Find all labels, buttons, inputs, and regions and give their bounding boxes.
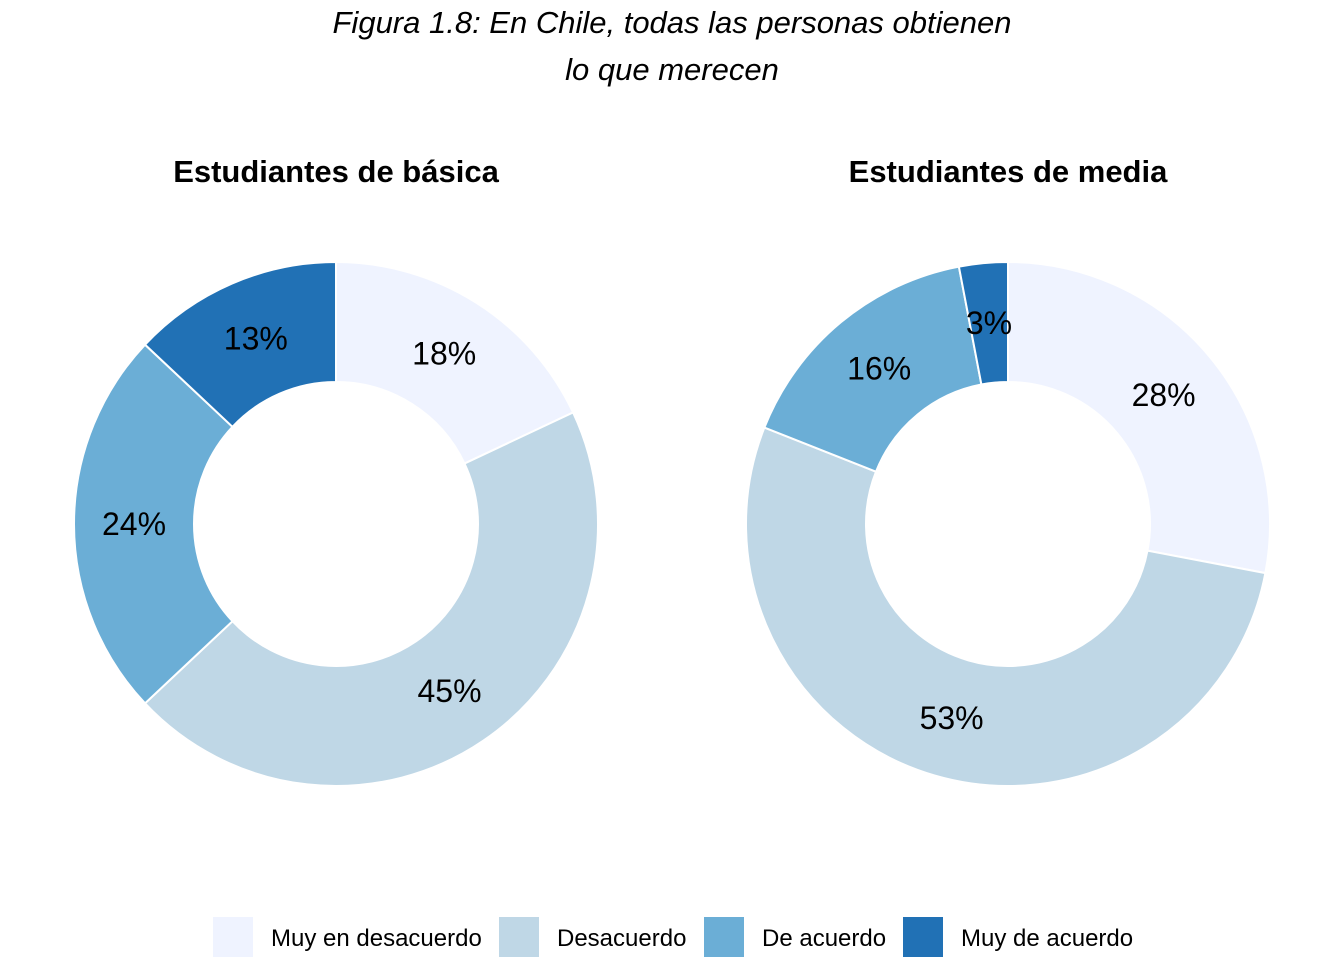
legend-key-desacuerdo [499,917,539,957]
legend-key-muy-de-acuerdo [903,917,943,957]
donut-slice-desacuerdo [745,426,1267,787]
slice-label-de-acuerdo: 24% [102,506,166,542]
slice-label-desacuerdo: 45% [417,673,481,709]
legend-label-de-acuerdo: De acuerdo [762,925,886,952]
donut-chart-basica: Estudiantes de básica 18% 45% 24% 13% [73,154,599,787]
donut-slice-muy-de-acuerdo [957,260,1009,386]
slice-label-muy-en-desacuerdo: 28% [1132,377,1196,413]
slice-label-de-acuerdo: 16% [847,350,911,386]
donut-slice-muy-en-desacuerdo [335,260,575,465]
donut-slices-basica [73,260,599,787]
legend-label-desacuerdo: Desacuerdo [557,925,686,952]
slice-label-muy-en-desacuerdo: 18% [412,335,476,371]
figure-title-line-2: lo que merecen [565,52,779,87]
donut-slice-de-acuerdo [763,265,983,474]
legend: Muy en desacuerdo Desacuerdo De acuerdo … [213,917,1133,957]
donut-slice-muy-en-desacuerdo [1007,260,1271,575]
donut-labels-basica: 18% 45% 24% 13% [102,321,482,709]
donut-slice-de-acuerdo [73,343,234,705]
legend-key-muy-en-desacuerdo [213,917,253,957]
donut-slice-muy-de-acuerdo [143,260,337,429]
legend-key-de-acuerdo [704,917,744,957]
legend-label-muy-en-desacuerdo: Muy en desacuerdo [271,925,482,952]
donut-slice-desacuerdo [143,411,599,787]
slice-label-muy-de-acuerdo: 13% [224,321,288,357]
slice-label-muy-de-acuerdo: 3% [966,305,1012,341]
panel-title-media: Estudiantes de media [849,154,1168,189]
donut-labels-media: 28% 53% 16% 3% [847,305,1195,736]
panel-title-basica: Estudiantes de básica [173,154,499,189]
donut-chart-media: Estudiantes de media 28% 53% 16% 3% [745,154,1271,787]
legend-label-muy-de-acuerdo: Muy de acuerdo [961,925,1133,952]
donut-slices-media [745,260,1271,787]
figure-title-line-1: Figura 1.8: En Chile, todas las personas… [333,5,1012,40]
slice-label-desacuerdo: 53% [920,700,984,736]
